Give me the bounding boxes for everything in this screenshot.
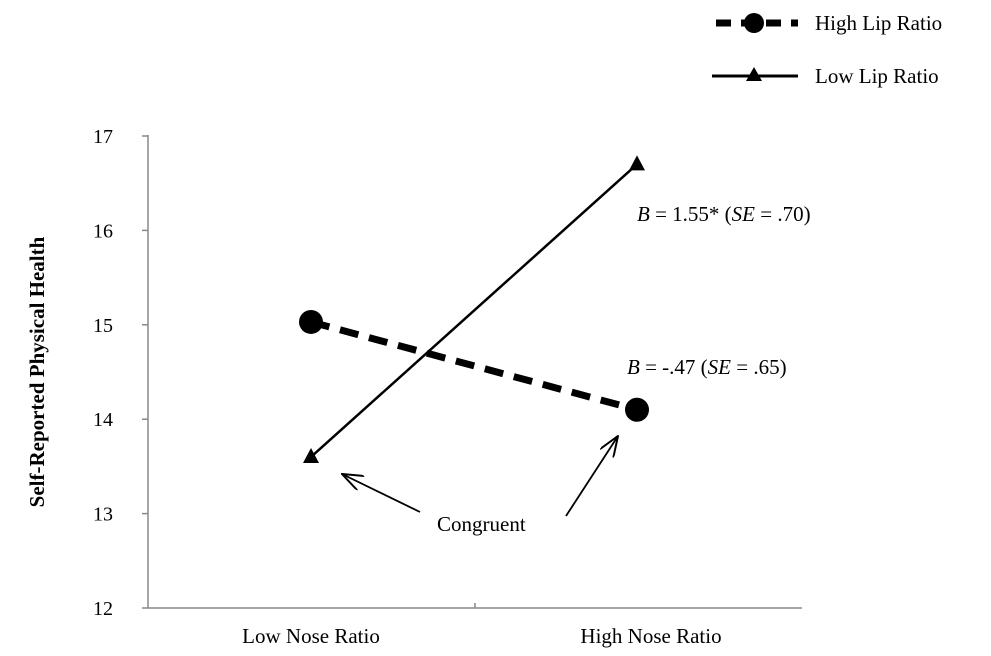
y-tick-label: 13 <box>93 504 113 526</box>
legend-label-low-lip: Low Lip Ratio <box>815 64 939 88</box>
annotation-congruent: Congruent <box>437 512 526 536</box>
y-tick-label: 16 <box>93 220 113 242</box>
annotation-low-lip-b: B <box>637 202 650 226</box>
data-point-triangle-1-0 <box>303 447 319 463</box>
legend-label-high-lip: High Lip Ratio <box>815 11 942 35</box>
x-tick-label-high-nose: High Nose Ratio <box>580 624 721 648</box>
annotation-high-lip-se-value: = .65) <box>731 355 787 379</box>
series-line-0 <box>310 318 638 414</box>
legend-marker-triangle-icon <box>746 67 762 81</box>
axes: 12 13 14 15 16 17 Low Nose Ratio High Nose Ra… <box>25 126 802 648</box>
x-tick-label-low-nose: Low Nose Ratio <box>242 624 380 648</box>
series-line-1 <box>310 163 638 458</box>
annotation-low-lip-b-value: = 1.55* ( <box>650 202 732 226</box>
annotation-low-lip-slope: B = 1.55* (SE = .70) <box>637 202 811 226</box>
congruent-arrow-left <box>342 474 421 513</box>
congruent-arrow-right <box>565 436 618 517</box>
annotation-high-lip-b-value: = -.47 ( <box>640 355 708 379</box>
annotation-low-lip-se-value: = .70) <box>755 202 811 226</box>
series-layer <box>299 155 649 463</box>
legend-item-low-lip: Low Lip Ratio <box>712 64 939 88</box>
annotations: B = 1.55* (SE = .70) B = -.47 (SE = .65)… <box>342 202 811 536</box>
data-point-triangle-1-1 <box>629 155 645 171</box>
y-tick-label: 15 <box>93 315 113 337</box>
annotation-low-lip-se: SE <box>732 202 756 226</box>
legend-item-high-lip: High Lip Ratio <box>716 11 942 35</box>
y-tick-label: 17 <box>93 126 113 148</box>
annotation-high-lip-slope: B = -.47 (SE = .65) <box>627 355 787 379</box>
annotation-high-lip-se: SE <box>708 355 732 379</box>
y-tick-label: 12 <box>93 598 113 620</box>
annotation-high-lip-b: B <box>627 355 640 379</box>
y-ticks: 12 13 14 15 16 17 <box>93 126 148 620</box>
legend-marker-circle-icon <box>744 13 764 33</box>
legend: High Lip Ratio Low Lip Ratio <box>712 11 942 88</box>
data-point-circle-0-0 <box>299 309 323 334</box>
data-point-circle-0-1 <box>625 397 649 422</box>
y-tick-label: 14 <box>93 409 113 431</box>
y-axis-label: Self-Reported Physical Health <box>25 236 49 507</box>
